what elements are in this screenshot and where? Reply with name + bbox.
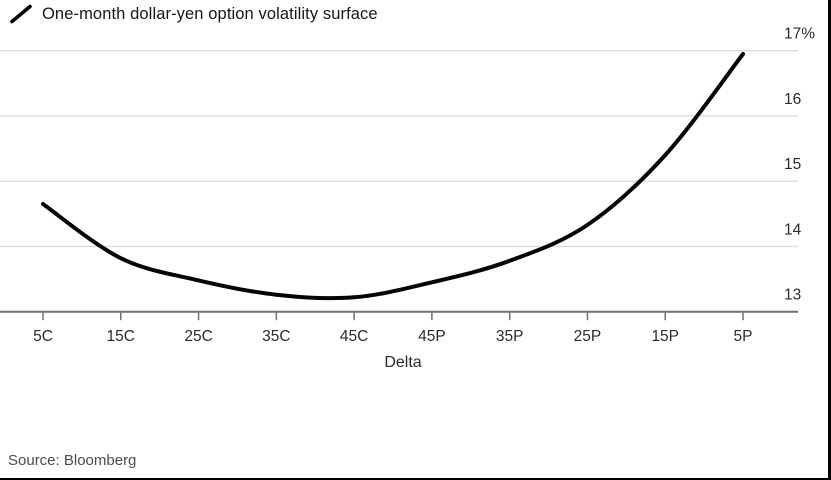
diagonal-line-icon [10,4,32,24]
source-attribution: Source: Bloomberg [8,452,137,469]
x-axis-tick-label: 45P [418,328,446,345]
x-axis-tick-label: 25P [574,328,602,345]
volatility-curve [41,52,745,301]
x-axis-tick-label: 15C [107,328,135,345]
y-axis-tick-label: 13 [784,287,801,304]
x-axis-tick-label: 15P [651,328,679,345]
x-axis-tick-label: 35P [496,328,524,345]
x-axis-tick-label: 35C [262,328,290,345]
x-axis-tick-label: 25C [184,328,212,345]
y-axis-tick-label: 16 [784,91,801,108]
y-axis-tick-label: 17% [784,26,815,43]
x-axis-tick-label: 5C [33,328,53,345]
y-axis-tick-label: 14 [784,221,802,238]
chart-legend: One-month dollar-yen option volatility s… [9,4,378,24]
chart-plot-area: Delta 13 14 15 16 17% 5C 15C 25C 35C 45C 45P 35P 25P… [0,26,815,371]
chart-title: One-month dollar-yen option volatility s… [42,4,378,23]
x-axis-title: Delta [384,354,421,371]
x-axis-tick-label: 45C [340,328,368,345]
y-axis-tick-label: 15 [784,156,801,173]
x-axis-tick-label: 5P [734,328,753,345]
